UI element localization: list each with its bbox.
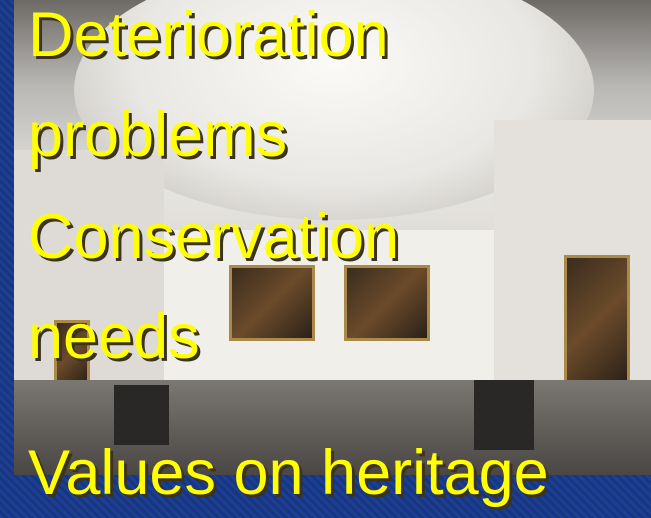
painting xyxy=(54,320,90,386)
text-line: Conservation xyxy=(28,202,400,272)
text-line: problems xyxy=(28,100,288,170)
gallery-photo xyxy=(14,0,651,475)
display-case xyxy=(114,385,169,445)
text-line: Values on heritage xyxy=(28,438,549,508)
painting xyxy=(564,255,630,386)
painting xyxy=(344,265,430,341)
text-line: Deterioration xyxy=(28,0,389,70)
display-case xyxy=(474,380,534,450)
text-line: needs xyxy=(28,302,200,372)
painting xyxy=(229,265,315,341)
back-wall xyxy=(164,230,504,390)
